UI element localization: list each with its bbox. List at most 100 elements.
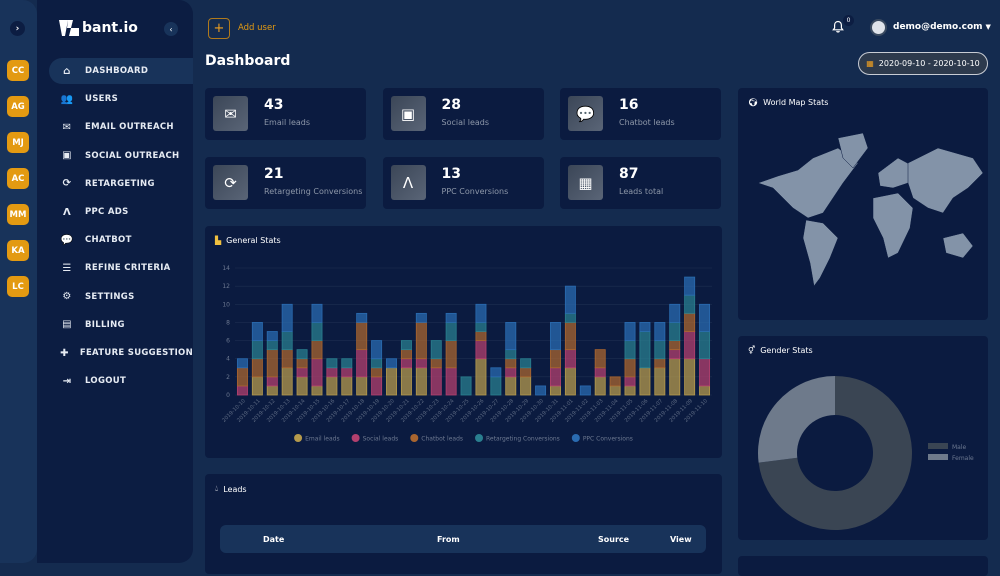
bar-segment[interactable] [699, 385, 711, 396]
bar-segment[interactable] [564, 349, 576, 369]
legend-label[interactable]: PPC Conversions [583, 436, 633, 443]
bar-segment[interactable] [639, 367, 651, 396]
bar-segment[interactable] [251, 340, 263, 360]
date-range-picker[interactable]: ▦ 2020-09-10 - 2020-10-10 [858, 52, 988, 75]
bar-segment[interactable] [356, 376, 368, 396]
sidebar-item-email-outreach[interactable]: ✉ EMAIL OUTREACH [49, 114, 193, 140]
bar-segment[interactable] [684, 294, 696, 314]
bar-segment[interactable] [505, 349, 517, 360]
bar-segment[interactable] [624, 322, 636, 341]
bar-segment[interactable] [415, 358, 427, 369]
bar-segment[interactable] [669, 322, 681, 341]
sidebar-item-social-outreach[interactable]: ▣ SOCIAL OUTREACH [49, 143, 193, 169]
bar-segment[interactable] [684, 358, 696, 396]
stat-card[interactable]: 💬 16 Chatbot leads [560, 88, 721, 140]
world-map[interactable] [738, 88, 988, 320]
bar-segment[interactable] [654, 322, 666, 341]
bar-segment[interactable] [326, 358, 338, 369]
bar-segment[interactable] [550, 367, 561, 387]
sidebar-item-feature-suggestion[interactable]: ✚ FEATURE SUGGESTION [49, 340, 193, 366]
bar-segment[interactable] [475, 340, 487, 360]
bar-segment[interactable] [251, 322, 263, 341]
bar-segment[interactable] [654, 358, 666, 369]
bar-segment[interactable] [430, 367, 442, 396]
collapse-sidebar-button[interactable]: ‹ [164, 22, 178, 36]
donut-slice-female[interactable] [758, 376, 835, 463]
bar-segment[interactable] [296, 367, 308, 378]
bar-segment[interactable] [415, 367, 427, 396]
bar-segment[interactable] [400, 340, 412, 351]
bar-segment[interactable] [624, 340, 636, 360]
bar-segment[interactable] [281, 367, 293, 396]
bar-segment[interactable] [624, 376, 636, 387]
bar-segment[interactable] [326, 367, 338, 378]
bar-segment[interactable] [341, 376, 353, 396]
bar-segment[interactable] [654, 340, 666, 360]
legend-label[interactable]: Chatbot leads [421, 436, 463, 443]
bar-segment[interactable] [415, 322, 427, 360]
sidebar-item-ppc-ads[interactable]: Λ PPC ADS [49, 199, 193, 225]
donut-slice-male[interactable] [758, 376, 912, 530]
bar-segment[interactable] [639, 322, 651, 332]
bar-segment[interactable] [341, 358, 353, 369]
stat-card[interactable]: ✉ 43 Email leads [205, 88, 366, 140]
bar-segment[interactable] [356, 322, 368, 351]
sidebar-item-settings[interactable]: ⚙ SETTINGS [49, 284, 193, 310]
bar-segment[interactable] [266, 340, 278, 351]
legend-label[interactable]: Email leads [305, 436, 340, 443]
bar-segment[interactable] [251, 358, 263, 378]
bar-segment[interactable] [236, 385, 248, 396]
user-avatar-badge[interactable]: CC [7, 60, 29, 81]
bar-segment[interactable] [281, 303, 293, 332]
bar-segment[interactable] [564, 285, 576, 314]
column-source[interactable]: Source [598, 535, 630, 544]
bar-segment[interactable] [669, 340, 681, 351]
stat-card[interactable]: Λ 13 PPC Conversions [382, 157, 544, 209]
bar-segment[interactable] [669, 349, 681, 360]
bar-segment[interactable] [430, 358, 442, 369]
bar-segment[interactable] [609, 385, 621, 396]
column-date[interactable]: Date [263, 535, 285, 544]
add-user-button[interactable]: + [208, 18, 230, 39]
bar-segment[interactable] [684, 276, 696, 296]
bar-segment[interactable] [654, 367, 666, 396]
bar-segment[interactable] [594, 367, 606, 378]
bar-segment[interactable] [550, 322, 561, 351]
bar-segment[interactable] [624, 358, 636, 378]
bar-segment[interactable] [415, 312, 427, 323]
bar-segment[interactable] [639, 331, 651, 369]
bar-segment[interactable] [505, 358, 517, 369]
bar-segment[interactable] [520, 376, 532, 396]
bar-segment[interactable] [475, 358, 487, 396]
user-avatar-badge[interactable]: AG [7, 96, 29, 117]
bar-segment[interactable] [520, 358, 532, 369]
bar-segment[interactable] [594, 376, 606, 396]
bar-segment[interactable] [311, 340, 323, 360]
user-avatar-badge[interactable]: MM [7, 204, 29, 225]
bar-segment[interactable] [266, 349, 278, 378]
bar-segment[interactable] [475, 303, 487, 323]
bar-segment[interactable] [371, 367, 383, 378]
bar-segment[interactable] [684, 331, 696, 360]
bar-segment[interactable] [564, 322, 576, 351]
user-avatar-badge[interactable]: AC [7, 168, 29, 189]
bar-segment[interactable] [475, 331, 487, 341]
sidebar-item-billing[interactable]: ▤ BILLING [49, 312, 193, 338]
bar-segment[interactable] [564, 312, 576, 323]
bar-segment[interactable] [371, 376, 383, 396]
bar-segment[interactable] [400, 367, 412, 396]
sidebar-item-dashboard[interactable]: ⌂ DASHBOARD [49, 58, 193, 84]
bar-segment[interactable] [535, 385, 547, 396]
stat-card[interactable]: ▣ 28 Social leads [382, 88, 544, 140]
user-avatar-badge[interactable]: LC [7, 276, 29, 297]
expand-strip-button[interactable]: › [10, 21, 25, 36]
bar-segment[interactable] [669, 358, 681, 396]
user-avatar-badge[interactable]: MJ [7, 132, 29, 153]
bar-segment[interactable] [550, 349, 561, 369]
logo[interactable]: bant.io [59, 20, 138, 36]
bar-segment[interactable] [684, 312, 696, 332]
bar-segment[interactable] [445, 322, 457, 341]
bar-segment[interactable] [505, 367, 517, 378]
bar-segment[interactable] [490, 376, 502, 396]
bar-segment[interactable] [594, 349, 606, 369]
